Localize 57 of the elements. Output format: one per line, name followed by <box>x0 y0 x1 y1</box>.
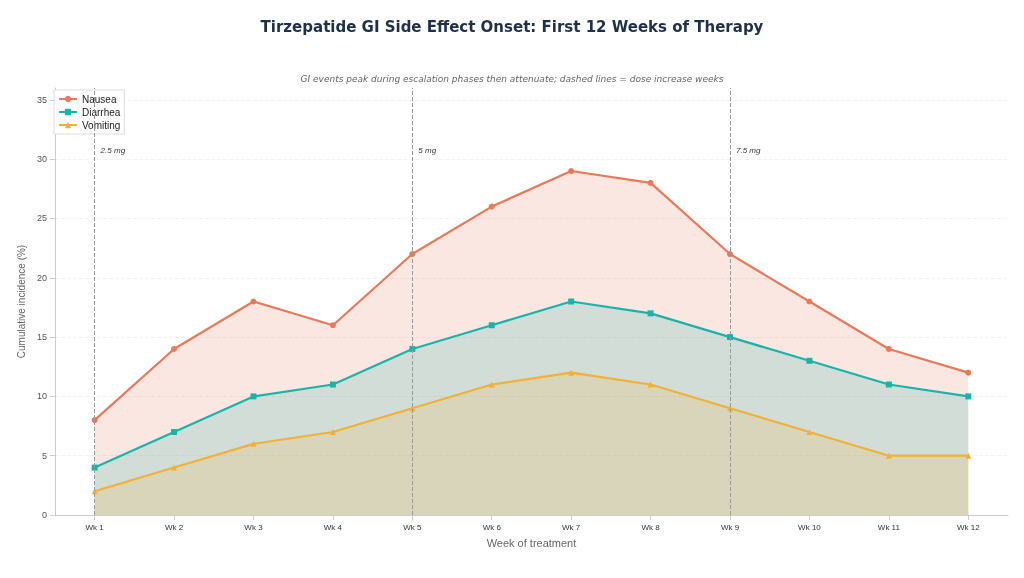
y-tick-label: 35 <box>36 94 47 105</box>
legend-label: Diarrhea <box>82 106 121 118</box>
point <box>885 452 892 459</box>
point <box>885 381 892 388</box>
point <box>329 322 336 329</box>
point <box>171 345 178 352</box>
chart-title: Tirzepatide GI Side Effect Onset: First 12 Weeks of Therapy <box>260 17 764 36</box>
ref-line-label: 7.5 mg <box>736 145 762 155</box>
point <box>647 381 654 388</box>
y-tick-label: 20 <box>36 272 47 283</box>
x-tick-label: Wk 10 <box>798 522 822 532</box>
x-tick-label: Wk 4 <box>323 522 343 532</box>
point <box>965 369 972 376</box>
point <box>250 440 257 447</box>
point <box>488 322 495 329</box>
y-tick-label: 30 <box>36 154 47 165</box>
y-tick-label: 5 <box>41 450 47 461</box>
y-tick-label: 15 <box>36 332 47 343</box>
point <box>806 428 813 435</box>
point <box>329 381 336 388</box>
point <box>568 369 575 376</box>
x-tick-label: Wk 1 <box>85 522 105 532</box>
point <box>647 310 654 317</box>
x-tick-label: Wk 7 <box>562 522 581 532</box>
x-tick-label: Wk 8 <box>641 522 661 532</box>
y-tick-label: 10 <box>36 391 47 402</box>
point <box>171 464 178 471</box>
ref-line-label: 5 mg <box>418 145 437 155</box>
x-tick-label: Wk 6 <box>482 522 502 532</box>
point <box>647 179 654 186</box>
x-tick-label: Wk 12 <box>956 522 981 532</box>
point <box>488 381 495 388</box>
point <box>885 345 892 352</box>
x-axis-title: Week of treatment <box>486 536 577 549</box>
point <box>568 168 575 175</box>
y-axis-title: Cumulative incidence (%) <box>15 244 27 359</box>
legend-label: Nausea <box>82 93 117 105</box>
point <box>806 298 813 305</box>
x-tick-label: Wk 2 <box>164 522 184 532</box>
point <box>965 393 972 400</box>
point <box>488 203 495 210</box>
point <box>806 357 813 364</box>
point <box>329 428 336 435</box>
x-tick-label: Wk 11 <box>877 522 901 532</box>
point <box>171 428 178 435</box>
point <box>250 298 257 305</box>
point <box>250 393 257 400</box>
legend-label: Vomiting <box>82 119 121 131</box>
y-tick-label: 25 <box>36 213 47 224</box>
point <box>965 452 972 459</box>
ref-line-label: 2.5 mg <box>99 145 126 155</box>
chart-subtitle: GI events peak during escalation phases then attenuate; dashed lines = dose increase weeks <box>300 73 724 84</box>
x-tick-label: Wk 9 <box>720 522 740 532</box>
x-tick-label: Wk 3 <box>244 522 264 532</box>
y-tick-label: 0 <box>41 510 47 520</box>
x-tick-label: Wk 5 <box>403 522 422 532</box>
point <box>568 298 575 305</box>
